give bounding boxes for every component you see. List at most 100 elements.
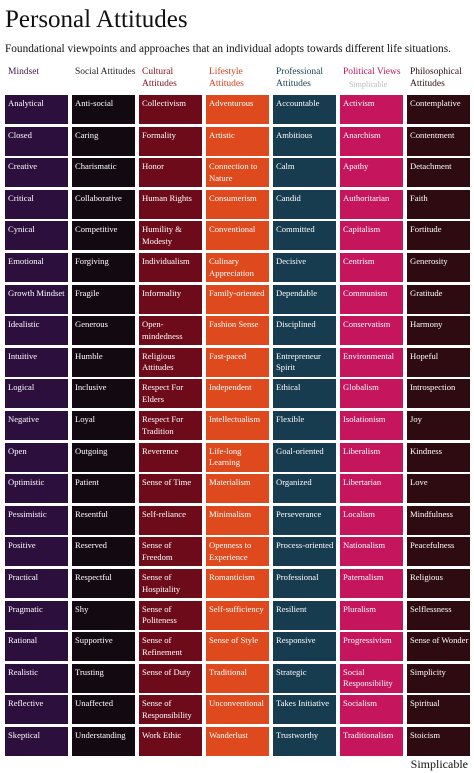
attitude-cell: Contentment [407,126,470,156]
attitude-cell: Religious Attitudes [139,347,202,377]
attitude-cell: Flexible [273,411,336,440]
attitude-cell: Social Responsibility [340,663,403,693]
attitude-cell: Intellectualism [206,411,269,440]
attitude-cell: Sense of Hospitality [139,569,202,598]
attitude-cell: Honor [139,158,202,188]
attitude-cell: Inclusive [72,379,135,409]
attitude-cell: Socialism [340,695,403,725]
attitude-cell: Activism [340,95,403,124]
attitude-cell: Goal-oriented [273,442,336,472]
attitude-cell: Cynical [5,221,68,251]
column-header: Social Attitudes [75,67,136,77]
attitude-cell: Skeptical [5,727,68,756]
attitude-cell: Sense of Time [139,474,202,504]
attitude-cell: Shy [72,600,135,630]
attitude-cell: Apathy [340,158,403,188]
attitude-cell: Ethical [273,379,336,409]
attitude-cell: Reflective [5,695,68,725]
attitude-cell: Connection to Nature [206,158,269,188]
attitude-cell: Trusting [72,663,135,693]
attitude-cell: Joy [407,411,470,440]
attitude-cell: Libertarian [340,474,403,504]
attitude-cell: Independent [206,379,269,409]
attitude-cell: Simplicity [407,663,470,693]
attitude-cell: Informality [139,284,202,314]
attitude-cell: Sense of Duty [139,663,202,693]
attitude-cell: Introspection [407,379,470,409]
attitude-cell: Resentful [72,505,135,535]
attitude-cell: Wanderlust [206,727,269,756]
column-header: Political Views [343,67,401,77]
attitude-cell: Rational [5,632,68,662]
attitude-cell: Sense of Wonder [407,632,470,662]
attitude-cell: Respect For Tradition [139,411,202,440]
attitude-cell: Pessimistic [5,505,68,535]
attitude-cell: Trustworthy [273,727,336,756]
attitude-cell: Conservatism [340,316,403,346]
attitude-cell: Fast-paced [206,347,269,377]
attitude-cell: Religious [407,569,470,598]
attitude-cell: Competitive [72,221,135,251]
attitude-cell: Respect For Elders [139,379,202,409]
attitude-cell: Organized [273,474,336,504]
attitude-cell: Detachment [407,158,470,188]
attitude-cell: Spiritual [407,695,470,725]
attitude-cell: Love [407,474,470,504]
attitude-cell: Culinary Appreciation [206,253,269,282]
column-header: Lifestyle Attitudes [209,67,244,89]
title: Personal Attitudes [5,6,188,33]
attitude-cell: Open [5,442,68,472]
attitude-cell: Critical [5,189,68,219]
attitude-cell: Pluralism [340,600,403,630]
attitude-cell: Sense of Style [206,632,269,662]
attitude-cell: Reserved [72,537,135,567]
attitude-cell: Sense of Refinement [139,632,202,662]
footer: Simplicable [410,757,468,771]
attitude-cell: Committed [273,221,336,251]
attitude-cell: Hopeful [407,347,470,377]
attitude-cell: Consumerism [206,189,269,219]
attitude-cell: Stoicism [407,727,470,756]
subtitle: Foundational viewpoints and approaches t… [5,43,451,55]
attitude-cell: Perseverance [273,505,336,535]
attitude-cell: Nationalism [340,537,403,567]
attitude-cell: Human Rights [139,189,202,219]
attitude-cell: Reverence [139,442,202,472]
attitude-cell: Unaffected [72,695,135,725]
attitude-cell: Isolationism [340,411,403,440]
attitude-cell: Fashion Sense [206,316,269,346]
attitude-cell: Openness to Experience [206,537,269,567]
attitude-cell: Peacefulness [407,537,470,567]
attitude-cell: Entrepreneur Spirit [273,347,336,377]
attitude-cell: Caring [72,126,135,156]
attitude-cell: Romanticism [206,569,269,598]
column-header: Professional Attitudes [276,67,323,89]
attitude-cell: Materialism [206,474,269,504]
attitude-cell: Negative [5,411,68,440]
attitude-cell: Dependable [273,284,336,314]
attitude-cell: Calm [273,158,336,188]
attitude-cell: Gratitude [407,284,470,314]
attitude-cell: Candid [273,189,336,219]
attitude-cell: Localism [340,505,403,535]
attitude-cell: Decisive [273,253,336,282]
attitude-cell: Analytical [5,95,68,124]
attitude-cell: Open-mindedness [139,316,202,346]
attitude-cell: Sense of Freedom [139,537,202,567]
attitude-cell: Pragmatic [5,600,68,630]
attitude-cell: Sense of Responsibility [139,695,202,725]
attitude-cell: Individualism [139,253,202,282]
attitude-cell: Forgiving [72,253,135,282]
attitude-cell: Practical [5,569,68,598]
attitude-cell: Generous [72,316,135,346]
attitude-cell: Traditionalism [340,727,403,756]
attitude-cell: Outgoing [72,442,135,472]
attitude-cell: Capitalism [340,221,403,251]
attitude-cell: Strategic [273,663,336,693]
attitude-cell: Environmental [340,347,403,377]
attitude-cell: Ambitious [273,126,336,156]
attitude-cell: Respectful [72,569,135,598]
attitude-cell: Fragile [72,284,135,314]
attitude-cell: Formality [139,126,202,156]
